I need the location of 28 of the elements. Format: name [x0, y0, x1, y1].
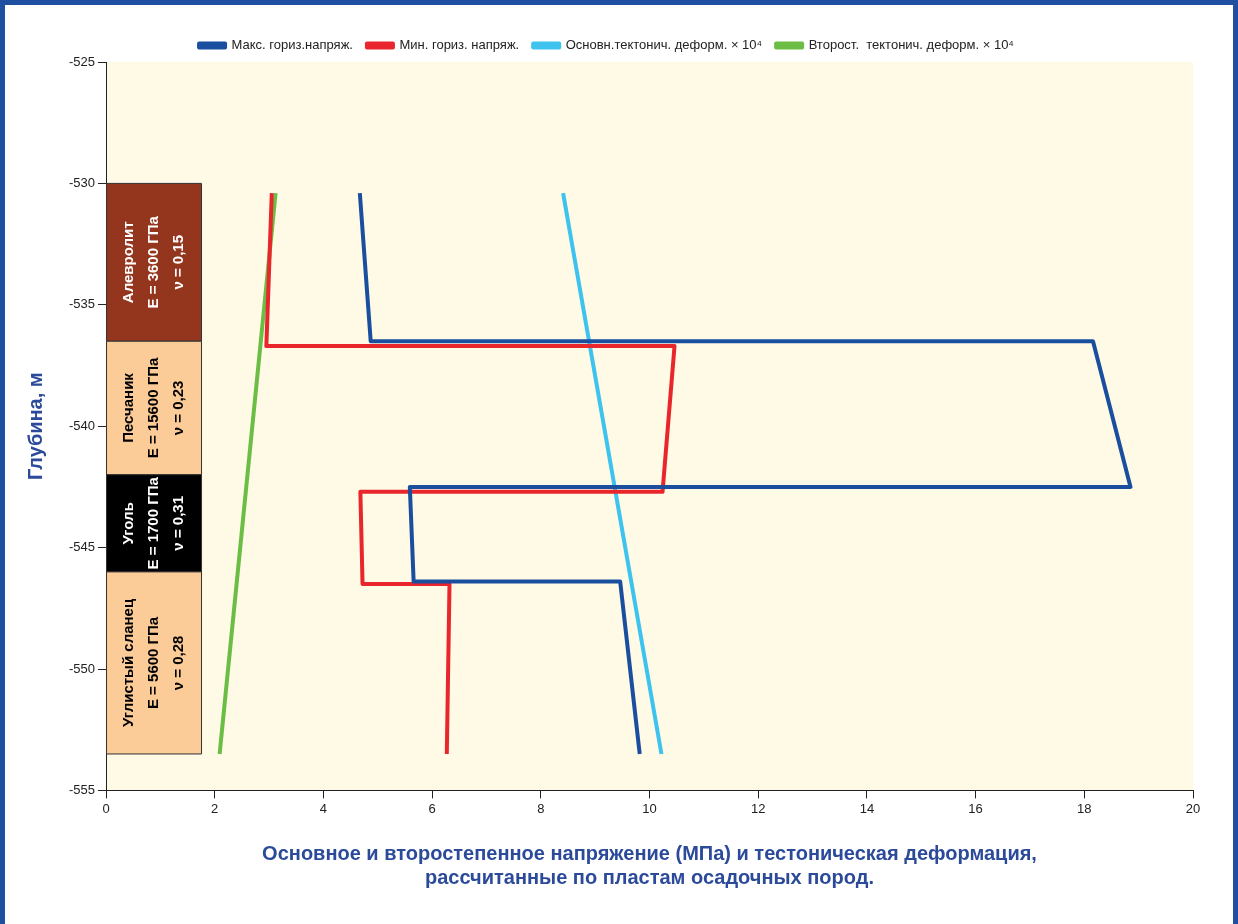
legend-label: Макс. гориз.напряж.: [231, 37, 353, 53]
band-label: Алевролит E = 3600 ГПа ν = 0,15: [118, 215, 186, 309]
band-label: Углистый сланец E = 5600 ГПа ν = 0,28: [118, 598, 186, 727]
legend-label: Мин. гориз. напряж.: [399, 37, 520, 53]
x-tick-label: 2: [211, 800, 219, 816]
x-tick-label: 20: [1185, 800, 1201, 816]
x-tick-label: 18: [1077, 800, 1092, 816]
legend-label: Второст. тектонич. деформ. × 10⁴: [808, 37, 1014, 53]
x-axis-title: Основное и второстепенное напряжение (МПа) и тестоническая деформация, рассчитанные по пластам осадочных пород.: [262, 841, 1037, 888]
y-tick-label: -555: [68, 781, 96, 797]
x-tick-label: 16: [968, 800, 983, 816]
y-tick-label: -535: [68, 296, 96, 312]
x-tick-label: 12: [750, 800, 766, 816]
y-tick-label: -530: [68, 174, 96, 190]
x-tick-label: 10: [642, 800, 657, 816]
x-tick-label: 4: [319, 800, 328, 816]
x-tick-label: 0: [102, 800, 110, 816]
x-tick-label: 14: [859, 800, 875, 816]
band-label: Песчаник E = 15600 ГПа ν = 0,23: [118, 357, 186, 459]
y-tick-label: -550: [68, 660, 96, 676]
legend-label: Основн.тектонич. деформ. × 10⁴: [565, 37, 763, 53]
x-tick-label: 8: [537, 800, 545, 816]
y-tick-label: -545: [68, 539, 96, 555]
band-label: Уголь E = 1700 ГПа ν = 0,31: [118, 476, 186, 570]
y-tick-label: -540: [68, 417, 96, 433]
y-tick-label: -525: [68, 53, 96, 69]
x-tick-label: 6: [428, 800, 436, 816]
y-axis-title: Глубина, м: [23, 372, 46, 481]
